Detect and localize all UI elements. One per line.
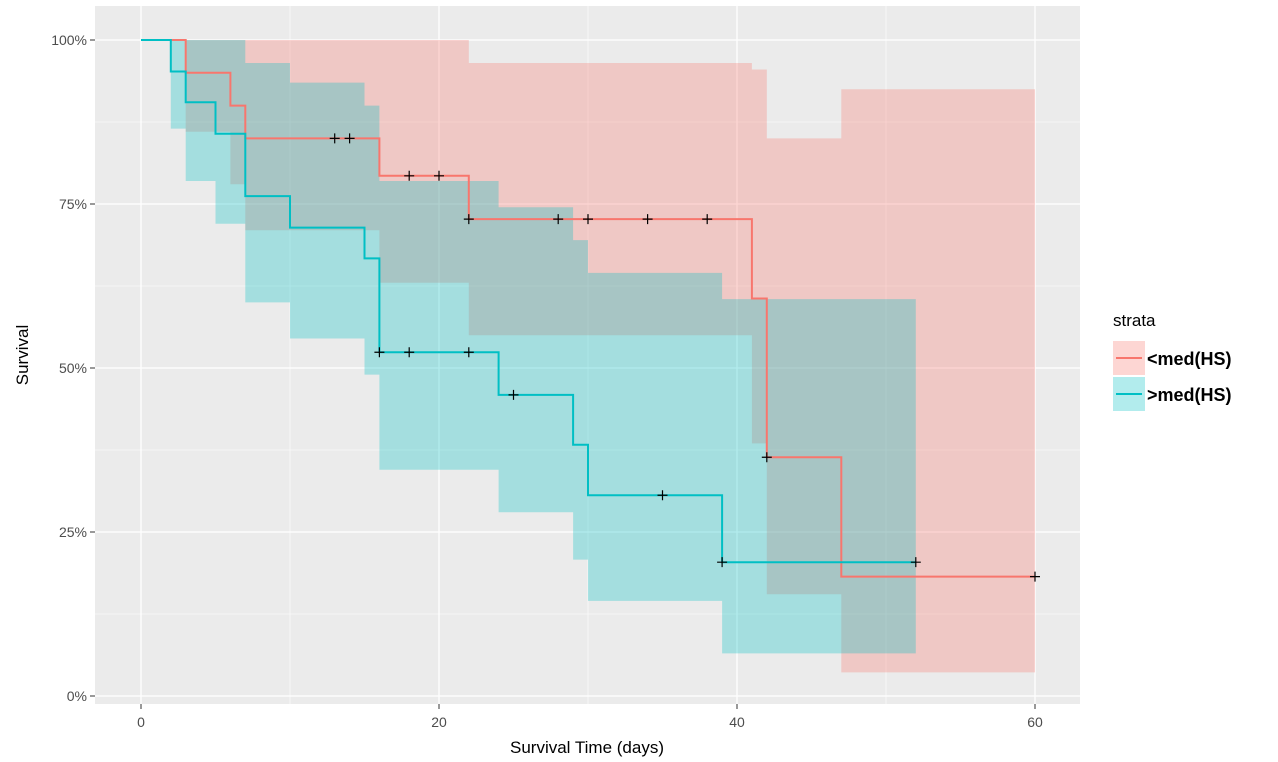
survival-curve-1 [141,39,916,564]
censor-mark [404,170,415,181]
censor-mark [553,214,564,225]
censor-mark [1030,571,1040,582]
y-tick-label: 50% [59,360,87,376]
x-axis: 0 20 40 60 [137,704,1043,730]
survival-curves [141,39,1035,578]
censor-marks [329,133,1040,582]
x-tick-label: 0 [137,714,145,730]
censor-mark [434,170,444,181]
censor-mark [463,347,474,358]
x-axis-title: Survival Time (days) [510,738,664,757]
censor-mark [583,214,593,225]
plot-panel [95,6,1080,704]
censor-mark [404,347,415,358]
y-tick-label: 75% [59,196,87,212]
x-tick-label: 40 [729,714,745,730]
grid-major [95,6,1080,704]
x-tick-label: 60 [1027,714,1043,730]
y-tick-label: 25% [59,524,87,540]
confidence-band-0 [141,40,1035,673]
y-tick-label: 0% [67,688,87,704]
censor-mark [329,133,340,144]
x-tick-label: 20 [431,714,447,730]
grid-minor [95,6,1080,704]
legend-label-high: >med(HS) [1147,385,1232,405]
legend-label-low: <med(HS) [1147,349,1232,369]
censor-mark [508,389,519,400]
censor-mark [702,214,713,225]
censor-mark [463,214,474,225]
legend-item-low: <med(HS) [1113,341,1232,375]
censor-mark [344,133,355,144]
censor-mark [642,214,653,225]
y-axis-title: Survival [13,325,32,385]
y-axis: 0% 25% 50% 75% 100% [51,32,95,704]
censor-mark [910,557,921,568]
survival-curve-0 [141,39,1035,578]
legend-item-high: >med(HS) [1113,377,1232,411]
censor-mark [374,347,385,358]
censor-mark [657,490,668,501]
censor-mark [761,452,772,463]
y-tick-label: 100% [51,32,87,48]
legend-title: strata [1113,311,1156,330]
legend: strata <med(HS) >med(HS) [1113,311,1232,411]
censor-mark [717,557,728,568]
